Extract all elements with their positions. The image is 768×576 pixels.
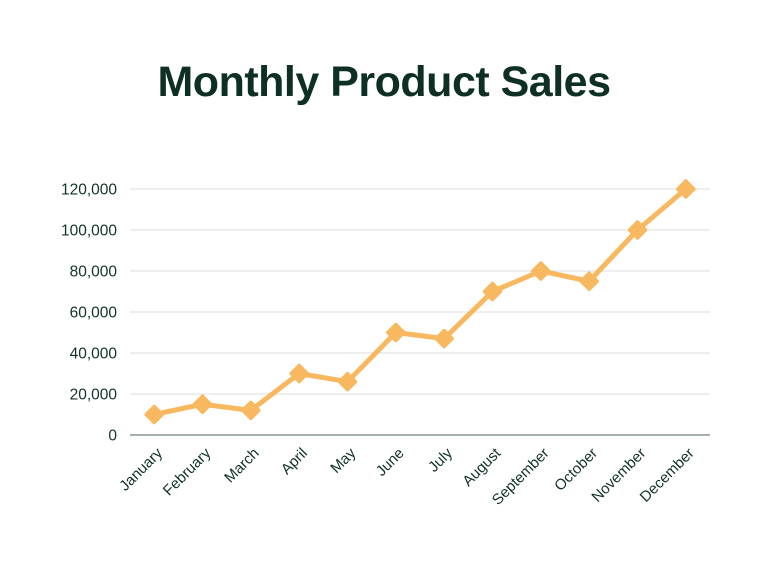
x-tick-label: March [221, 445, 262, 486]
x-tick-label: May [327, 444, 359, 476]
x-tick-label: August [459, 444, 505, 490]
data-point-marker-september [531, 261, 551, 281]
chart-title: Monthly Product Sales [157, 58, 611, 106]
y-tick-label: 0 [108, 428, 117, 445]
data-point-marker-february [192, 394, 213, 414]
x-tick-label: February [160, 444, 215, 499]
data-point-marker-january [144, 404, 164, 425]
y-tick-label: 80,000 [70, 264, 118, 281]
data-point-marker-december [676, 179, 696, 199]
x-tick-label: October [551, 445, 601, 495]
y-tick-label: 100,000 [61, 223, 117, 240]
y-tick-label: 40,000 [70, 346, 118, 363]
data-point-marker-october [579, 271, 599, 291]
y-tick-label: 120,000 [61, 182, 117, 199]
data-point-marker-may [337, 371, 358, 392]
data-point-marker-june [386, 322, 406, 343]
data-point-marker-november [627, 220, 648, 240]
data-point-marker-march [241, 400, 261, 421]
data-point-marker-august [482, 281, 503, 302]
y-tick-label: 60,000 [70, 305, 118, 322]
y-tick-label: 20,000 [70, 387, 118, 404]
data-point-marker-april [289, 363, 309, 384]
x-tick-label: April [278, 445, 311, 478]
data-point-marker-july [434, 328, 454, 349]
x-tick-label: June [373, 445, 408, 480]
sales-line-series [151, 186, 689, 417]
x-tick-label: July [425, 444, 456, 475]
